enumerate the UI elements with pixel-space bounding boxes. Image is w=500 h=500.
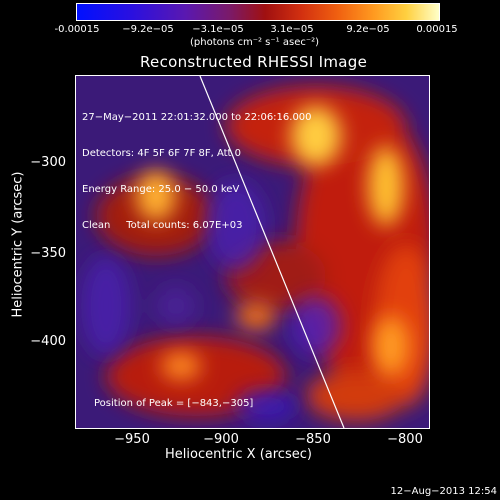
y-tick: −400 <box>30 334 66 349</box>
info-time-range: 27−May−2011 22:01:32.000 to 22:06:16.000 <box>82 112 312 123</box>
y-tick: −350 <box>30 246 66 261</box>
colorbar-tick: −9.2e−05 <box>122 24 174 35</box>
y-tick: −300 <box>30 155 66 170</box>
colorbar-tick: 9.2e−05 <box>346 24 390 35</box>
colorbar-tick: -0.00015 <box>54 24 100 35</box>
colorbar <box>76 3 440 21</box>
peak-position: Position of Peak = [−843,−305] <box>94 398 254 409</box>
x-axis-label: Heliocentric X (arcsec) <box>165 447 312 462</box>
x-tick: −900 <box>203 432 239 447</box>
info-energy-range: Energy Range: 25.0 − 50.0 keV <box>82 184 240 195</box>
rhessi-image: 27−May−2011 22:01:32.000 to 22:06:16.000… <box>75 75 430 429</box>
info-counts: Clean Total counts: 6.07E+03 <box>82 220 243 231</box>
info-detectors: Detectors: 4F 5F 6F 7F 8F, Att 0 <box>82 148 242 159</box>
colorbar-tick: −3.1e−05 <box>192 24 244 35</box>
x-tick: −950 <box>114 432 150 447</box>
limb-line <box>199 76 345 428</box>
info-block: 27−May−2011 22:01:32.000 to 22:06:16.000… <box>82 88 312 256</box>
x-tick: −850 <box>295 432 331 447</box>
x-tick: −800 <box>387 432 423 447</box>
footer-date: 12−Aug−2013 12:54 <box>390 486 497 497</box>
colorbar-tick: 3.1e−05 <box>270 24 314 35</box>
image-map <box>81 76 429 428</box>
colorbar-tick: 0.00015 <box>416 24 458 35</box>
y-axis-label: Heliocentric Y (arcsec) <box>10 171 26 318</box>
colorbar-unit: (photons cm⁻² s⁻¹ asec⁻²) <box>190 37 320 48</box>
plot-title: Reconstructed RHESSI Image <box>140 53 368 71</box>
